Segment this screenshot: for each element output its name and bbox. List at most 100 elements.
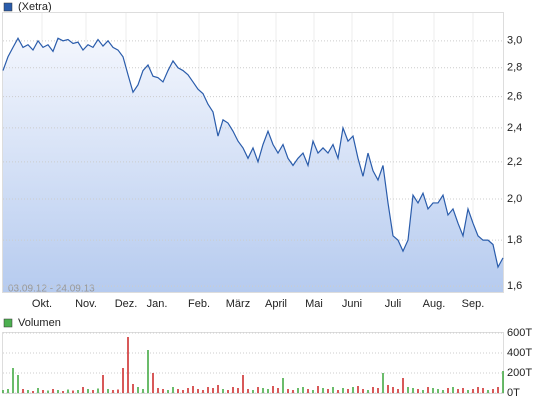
x-tick-label: April xyxy=(265,298,287,310)
volume-bar xyxy=(487,390,489,393)
price-line xyxy=(2,36,504,269)
volume-bar xyxy=(242,375,244,393)
volume-bar xyxy=(172,387,174,393)
x-tick-label: Okt. xyxy=(32,298,52,310)
y-tick-label: 2,6 xyxy=(507,91,522,103)
volume-bar xyxy=(432,388,434,393)
volume-bar xyxy=(357,386,359,393)
volume-bar xyxy=(272,386,274,393)
volume-bar xyxy=(267,389,269,393)
volume-bar xyxy=(52,389,54,393)
volume-bar xyxy=(297,388,299,393)
volume-bar xyxy=(277,388,279,393)
volume-bar xyxy=(207,387,209,393)
volume-bar xyxy=(327,389,329,393)
volume-bar xyxy=(402,378,404,393)
volume-bar xyxy=(312,390,314,393)
volume-bar xyxy=(12,368,14,393)
x-tick-label: März xyxy=(226,298,250,310)
volume-bar xyxy=(287,389,289,393)
volume-bar xyxy=(67,389,69,393)
volume-bar xyxy=(132,384,134,393)
volume-bar xyxy=(457,389,459,393)
x-tick-label: Nov. xyxy=(75,298,97,310)
volume-bar xyxy=(187,388,189,393)
volume-bar xyxy=(437,389,439,393)
volume-bar xyxy=(417,389,419,393)
volume-bar xyxy=(167,390,169,393)
volume-bar xyxy=(212,388,214,393)
volume-bar xyxy=(467,390,469,393)
x-tick-label: Juli xyxy=(385,298,402,310)
volume-bar xyxy=(7,389,9,393)
volume-bar xyxy=(237,388,239,393)
volume-bar xyxy=(502,371,504,393)
x-tick-label: Sep. xyxy=(462,298,485,310)
volume-bar xyxy=(232,387,234,393)
volume-bar xyxy=(32,391,34,393)
legend-swatch xyxy=(3,2,13,12)
volume-bar xyxy=(182,390,184,393)
y-tick-label: 1,8 xyxy=(507,234,522,246)
volume-bar xyxy=(92,390,94,393)
volume-bar xyxy=(302,387,304,393)
volume-bar xyxy=(337,390,339,393)
volume-bar xyxy=(332,387,334,393)
y-tick-label: 3,0 xyxy=(507,35,522,47)
x-tick-label: Aug. xyxy=(423,298,446,310)
volume-bar xyxy=(2,390,4,393)
volume-bar xyxy=(47,390,49,393)
volume-bar xyxy=(87,389,89,393)
y-tick-label: 2,4 xyxy=(507,122,522,134)
volume-bar xyxy=(72,390,74,393)
legend-label: Volumen xyxy=(18,317,61,329)
volume-bar xyxy=(382,373,384,393)
x-tick-label: Juni xyxy=(342,298,362,310)
plot-frame xyxy=(2,332,504,394)
volume-bar xyxy=(162,389,164,393)
volume-bar xyxy=(412,388,414,393)
volume-bar xyxy=(307,389,309,393)
volume-bar xyxy=(27,390,29,393)
volume-bar xyxy=(157,388,159,393)
volume-bar xyxy=(392,387,394,393)
volume-bar xyxy=(262,388,264,393)
volume-bar xyxy=(367,390,369,393)
volume-bar xyxy=(102,375,104,393)
volume-bar xyxy=(97,388,99,393)
volume-bar xyxy=(477,387,479,393)
volume-bar xyxy=(322,388,324,393)
y-tick-label: 200T xyxy=(507,367,532,379)
volume-bar xyxy=(217,385,219,393)
volume-bar xyxy=(352,387,354,393)
y-tick-label: 1,6 xyxy=(507,280,522,292)
legend-swatch xyxy=(3,318,13,328)
volume-bar xyxy=(152,373,154,393)
volume-bar xyxy=(227,390,229,393)
y-tick-label: 0T xyxy=(507,387,520,399)
volume-bar xyxy=(112,390,114,393)
volume-bar xyxy=(202,390,204,393)
volume-bar xyxy=(147,350,149,393)
x-tick-label: Dez. xyxy=(115,298,138,310)
volume-bar xyxy=(257,387,259,393)
volume-bar xyxy=(142,389,144,393)
legend-label: (Xetra) xyxy=(18,1,52,13)
x-tick-label: Feb. xyxy=(188,298,210,310)
volume-bar xyxy=(117,389,119,393)
volume-bar xyxy=(422,390,424,393)
volume-bar xyxy=(247,389,249,393)
y-tick-label: 2,0 xyxy=(507,193,522,205)
y-tick-label: 400T xyxy=(507,347,532,359)
volume-bar xyxy=(442,390,444,393)
volume-bar xyxy=(372,387,374,393)
volume-bar xyxy=(42,390,44,393)
volume-bar xyxy=(177,389,179,393)
volume-bar xyxy=(282,378,284,393)
volume-bar xyxy=(472,389,474,393)
volume-bar xyxy=(122,368,124,393)
volume-bar xyxy=(197,389,199,393)
volume-bar xyxy=(57,390,59,393)
volume-bar xyxy=(492,389,494,393)
